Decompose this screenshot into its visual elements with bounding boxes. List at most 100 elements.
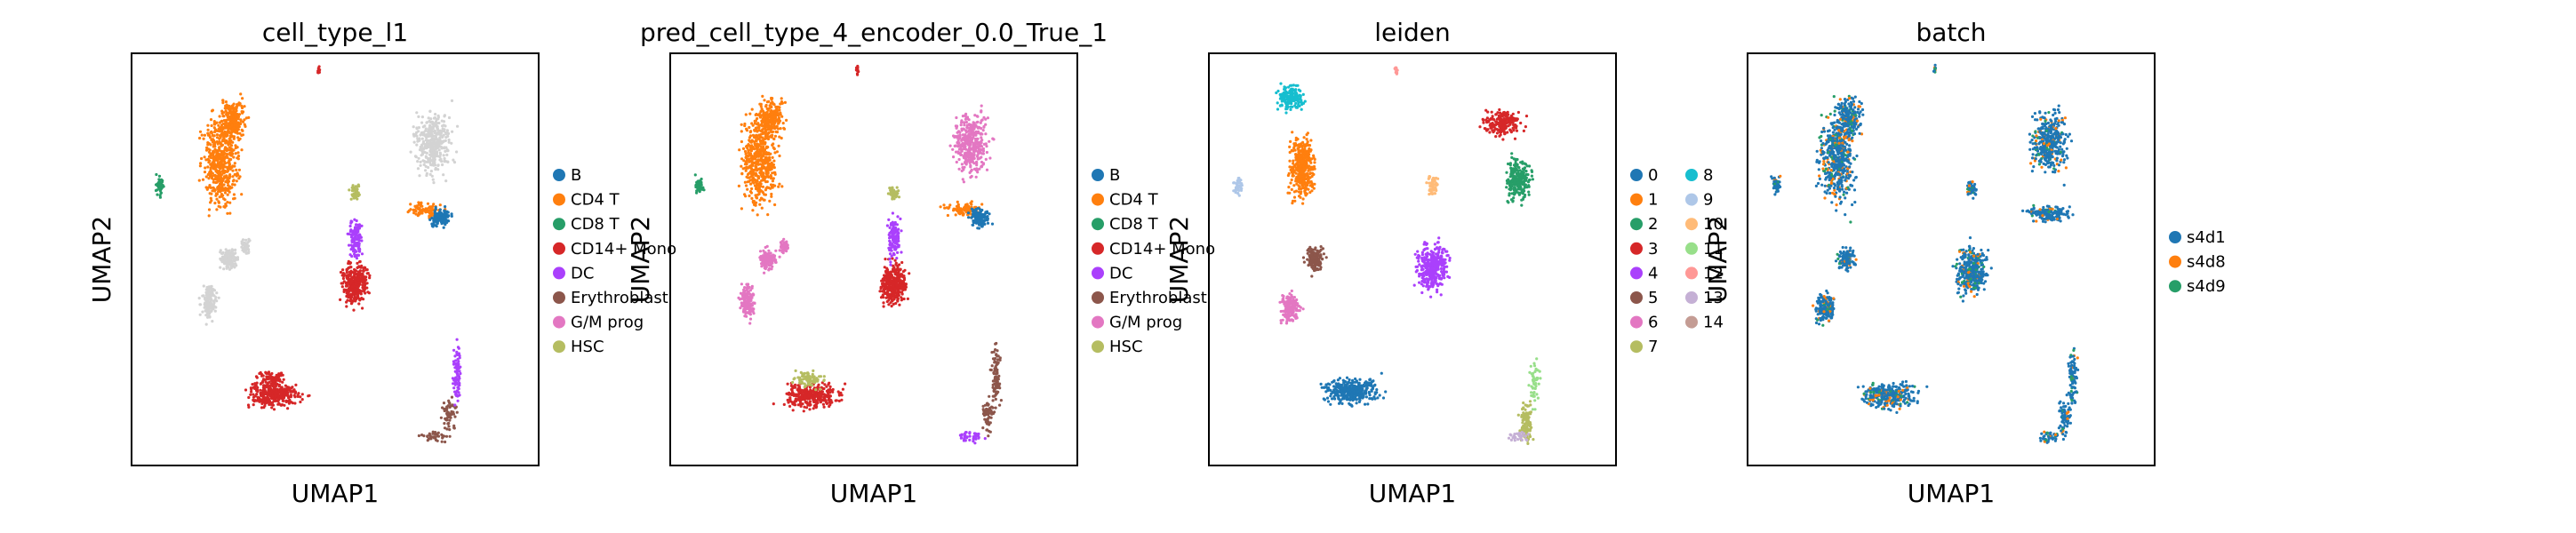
scatter-point bbox=[349, 228, 353, 232]
scatter-point bbox=[300, 393, 304, 396]
scatter-point bbox=[354, 280, 357, 283]
scatter-point bbox=[956, 141, 960, 145]
scatter-point bbox=[740, 172, 744, 176]
scatter-point bbox=[422, 163, 426, 166]
scatter-point bbox=[341, 276, 345, 281]
scatter-point bbox=[227, 257, 230, 260]
scatter-point bbox=[442, 120, 446, 123]
scatter-point bbox=[427, 165, 430, 170]
scatter-point bbox=[339, 298, 342, 301]
scatter-point bbox=[417, 201, 420, 204]
scatter-point bbox=[967, 135, 971, 139]
scatter-point bbox=[432, 203, 436, 206]
scatter-point bbox=[796, 394, 800, 397]
scatter-point bbox=[158, 184, 163, 187]
scatter-point bbox=[786, 246, 790, 250]
scatter-point bbox=[416, 160, 420, 163]
scatter-point bbox=[436, 163, 440, 167]
scatter-point bbox=[415, 131, 419, 134]
scatter-point bbox=[345, 267, 348, 272]
panel-title: pred_cell_type_4_encoder_0.0_True_1 bbox=[640, 18, 1108, 47]
scatter-point bbox=[368, 276, 372, 280]
scatter-point bbox=[740, 130, 743, 133]
scatter-point bbox=[748, 306, 752, 309]
scatter-point bbox=[201, 178, 205, 181]
scatter-point bbox=[205, 300, 209, 304]
scatter-point bbox=[349, 269, 353, 273]
scatter-point bbox=[797, 385, 802, 388]
scatter-point bbox=[973, 147, 977, 150]
scatter-point bbox=[201, 310, 204, 314]
scatter-point bbox=[215, 136, 220, 139]
scatter-point bbox=[434, 436, 437, 440]
scatter-point bbox=[782, 237, 786, 241]
x-axis-label: UMAP1 bbox=[292, 479, 380, 508]
scatter-point bbox=[430, 128, 434, 131]
scatter-point bbox=[962, 133, 965, 137]
scatter-point bbox=[790, 393, 794, 396]
scatter-point bbox=[205, 312, 209, 315]
scatter-point bbox=[793, 377, 796, 380]
scatter-point bbox=[212, 138, 215, 141]
scatter-point bbox=[743, 149, 748, 154]
scatter-point bbox=[214, 194, 218, 197]
scatter-point bbox=[236, 151, 240, 155]
scatter-point bbox=[796, 403, 800, 407]
scatter-point bbox=[233, 164, 236, 168]
scatter-point bbox=[364, 266, 367, 269]
scatter-point bbox=[764, 193, 768, 196]
scatter-point bbox=[739, 291, 743, 295]
scatter-point bbox=[229, 157, 233, 162]
scatter-point bbox=[791, 409, 795, 412]
scatter-point bbox=[236, 113, 239, 117]
scatter-point bbox=[959, 211, 963, 214]
scatter-point bbox=[156, 188, 159, 192]
scatter-point bbox=[232, 102, 236, 106]
scatter-point bbox=[209, 163, 212, 166]
scatter-point bbox=[809, 377, 812, 380]
scatter-point bbox=[755, 167, 758, 171]
scatter-point bbox=[420, 434, 424, 437]
scatter-point bbox=[229, 132, 233, 136]
scatter-point bbox=[796, 376, 800, 379]
scatter-point bbox=[279, 403, 283, 407]
scatter-point bbox=[767, 131, 771, 135]
scatter-point bbox=[228, 120, 232, 123]
scatter-point bbox=[760, 107, 764, 111]
panel-2: pred_cell_type_4_encoder_0.0_True_1UMAP1… bbox=[626, 18, 1215, 508]
scatter-point bbox=[771, 121, 775, 124]
scatter-point bbox=[274, 376, 277, 380]
scatter-point bbox=[774, 126, 778, 130]
scatter-point bbox=[786, 382, 789, 386]
scatter-point bbox=[419, 146, 422, 149]
scatter-point bbox=[202, 284, 205, 288]
scatter-point bbox=[743, 286, 747, 290]
scatter-point bbox=[227, 260, 230, 264]
scatter-point bbox=[977, 220, 981, 224]
scatter-point bbox=[220, 193, 223, 196]
scatter-point bbox=[231, 183, 235, 187]
scatter-point bbox=[979, 121, 982, 124]
scatter-point bbox=[212, 294, 216, 298]
scatter-point bbox=[968, 144, 972, 147]
scatter-point bbox=[216, 163, 220, 166]
scatter-point bbox=[786, 243, 789, 247]
scatter-point bbox=[972, 150, 976, 154]
scatter-point bbox=[364, 282, 367, 286]
scatter-point bbox=[206, 172, 210, 177]
scatter-point bbox=[961, 178, 964, 181]
scatter-point bbox=[963, 123, 966, 127]
scatter-point bbox=[345, 275, 348, 279]
scatter-point bbox=[210, 175, 213, 179]
scatter-point bbox=[969, 165, 972, 169]
scatter-point bbox=[980, 223, 984, 227]
scatter-point bbox=[244, 251, 248, 255]
scatter-point bbox=[971, 130, 974, 133]
scatter-point bbox=[804, 396, 808, 400]
scatter-point bbox=[737, 184, 741, 187]
scatter-point bbox=[340, 285, 344, 289]
scatter-point bbox=[246, 403, 251, 407]
scatter-point bbox=[956, 203, 960, 206]
scatter-point bbox=[769, 164, 772, 168]
scatter-point bbox=[213, 130, 217, 134]
